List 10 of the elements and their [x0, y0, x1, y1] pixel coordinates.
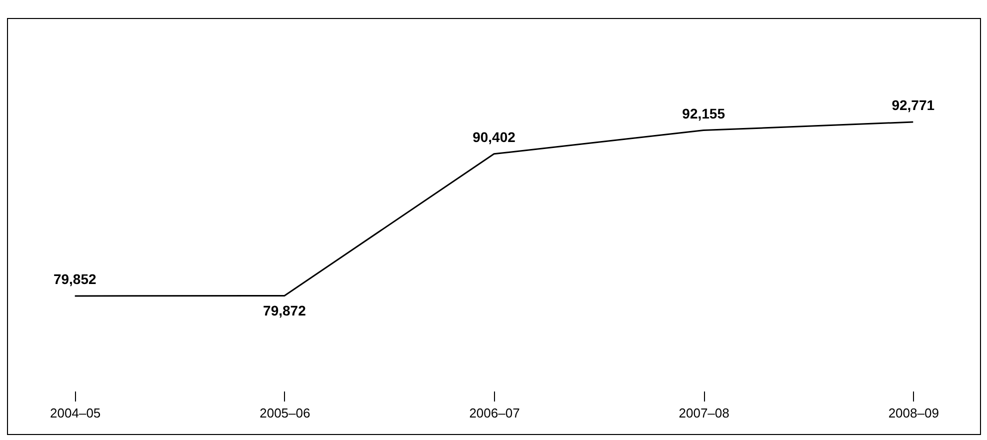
- data-label: 79,852: [53, 271, 96, 287]
- x-tick-label: 2007–08: [678, 406, 730, 420]
- data-label: 90,402: [472, 128, 516, 145]
- data-label: 79,872: [263, 302, 306, 319]
- data-label: 92,155: [682, 105, 726, 122]
- x-tick-label: 2004–05: [50, 406, 101, 420]
- data-label: 92,771: [892, 97, 935, 113]
- x-tick-label: 2006–07: [469, 406, 520, 420]
- x-tick-label: 2008–09: [888, 406, 939, 420]
- x-tick-label: 2005–06: [260, 406, 310, 420]
